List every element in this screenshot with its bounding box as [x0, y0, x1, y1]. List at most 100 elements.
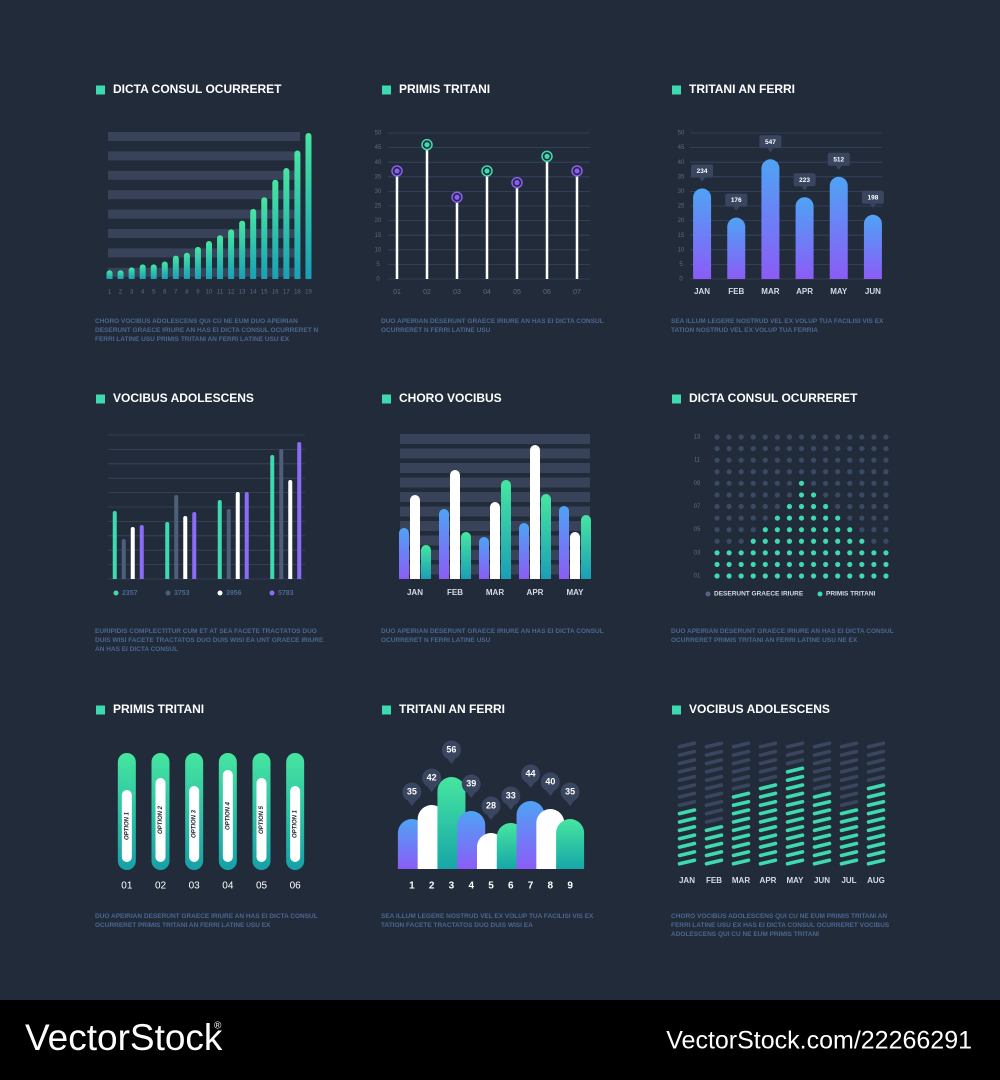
empty-dot — [750, 434, 756, 440]
empty-stripe — [704, 799, 724, 808]
bar — [228, 229, 235, 279]
y-tick-label: 50 — [375, 131, 382, 137]
empty-stripe — [839, 799, 859, 808]
empty-dot — [835, 503, 841, 510]
bar — [239, 220, 246, 279]
empty-dot — [714, 434, 720, 440]
stripe — [785, 791, 805, 799]
bar — [150, 264, 157, 279]
y-tick-label: 5 — [376, 262, 380, 268]
bar — [693, 188, 712, 279]
stripe — [758, 841, 778, 849]
dot — [714, 573, 720, 579]
legend-label: 2357 — [122, 590, 138, 597]
empty-dot — [726, 538, 732, 544]
background-stripe — [108, 209, 300, 219]
dot — [810, 503, 817, 510]
empty-stripe — [704, 783, 724, 791]
dot — [798, 515, 805, 521]
chart-title: VOCIBUS ADOLESCENS — [689, 702, 830, 716]
empty-stripe — [785, 758, 805, 766]
x-tick-label: 01 — [121, 881, 133, 892]
background-stripe — [108, 170, 300, 180]
empty-stripe — [731, 741, 751, 749]
empty-dot — [883, 469, 889, 475]
dot — [835, 561, 841, 568]
dot — [847, 550, 853, 556]
empty-dot — [786, 457, 793, 463]
marker-core — [394, 168, 400, 174]
dot — [859, 538, 865, 544]
stripe — [731, 858, 751, 866]
title-marker — [96, 394, 105, 404]
empty-dot — [714, 503, 720, 510]
bar — [530, 445, 540, 579]
dot — [762, 527, 768, 533]
bar — [217, 235, 224, 279]
empty-dot — [847, 492, 853, 498]
title-marker — [96, 85, 105, 95]
empty-dot — [726, 469, 732, 475]
empty-dot — [714, 445, 720, 452]
pin-head — [540, 772, 560, 792]
empty-dot — [859, 503, 865, 510]
stripe — [758, 833, 778, 841]
empty-dot — [883, 457, 889, 463]
x-tick-label: 18 — [294, 290, 301, 296]
title-marker — [672, 85, 681, 95]
bar — [270, 455, 275, 579]
stripe — [758, 816, 778, 824]
empty-dot — [714, 480, 720, 486]
callout-box — [861, 190, 884, 204]
value-label: 28 — [486, 800, 496, 810]
stripe — [812, 808, 832, 816]
x-tick-label: MAY — [830, 287, 848, 296]
description: DUO APEIRIAN DESERUNT GRAECE IRIURE AN H… — [95, 913, 318, 929]
x-tick-label: 5 — [488, 881, 494, 892]
bar — [155, 778, 166, 862]
stripe — [866, 816, 886, 824]
empty-stripe — [866, 758, 886, 766]
dot — [786, 527, 793, 533]
dot — [726, 573, 732, 579]
bar-label: OPTION 5 — [259, 805, 265, 834]
stripe — [758, 824, 778, 833]
dot — [859, 561, 865, 568]
bar — [559, 506, 569, 579]
chart-title: DICTA CONSUL OCURRERET — [113, 82, 282, 96]
empty-stripe — [704, 741, 724, 749]
pin-head — [501, 786, 521, 806]
dot — [823, 561, 829, 568]
y-tick-label: 35 — [375, 174, 382, 180]
legend-swatch — [217, 590, 223, 596]
empty-dot — [738, 527, 744, 533]
stripe — [731, 824, 751, 833]
empty-dot — [726, 515, 732, 521]
callout-label: 512 — [833, 156, 844, 163]
stripe — [758, 808, 778, 816]
empty-dot — [762, 480, 768, 486]
y-tick-label: 25 — [375, 204, 382, 210]
empty-dot — [786, 492, 793, 498]
empty-dot — [750, 503, 756, 510]
empty-stripe — [812, 783, 832, 791]
empty-dot — [714, 457, 720, 463]
empty-stripe — [758, 749, 778, 757]
chart-title: VOCIBUS ADOLESCENS — [113, 391, 254, 405]
empty-stripe — [704, 791, 724, 799]
pin-head — [422, 768, 442, 788]
dot — [835, 550, 841, 556]
bar — [172, 255, 179, 279]
footer-url: VectorStock.com/22266291 — [666, 1027, 972, 1055]
empty-dot — [750, 469, 756, 475]
dot — [823, 550, 829, 556]
empty-dot — [835, 445, 841, 452]
dot — [786, 573, 793, 579]
empty-dot — [786, 445, 793, 452]
bar — [283, 168, 290, 279]
empty-stripe — [839, 758, 859, 766]
empty-dot — [762, 492, 768, 498]
empty-dot — [883, 492, 889, 498]
x-tick-label: 5 — [152, 290, 156, 296]
